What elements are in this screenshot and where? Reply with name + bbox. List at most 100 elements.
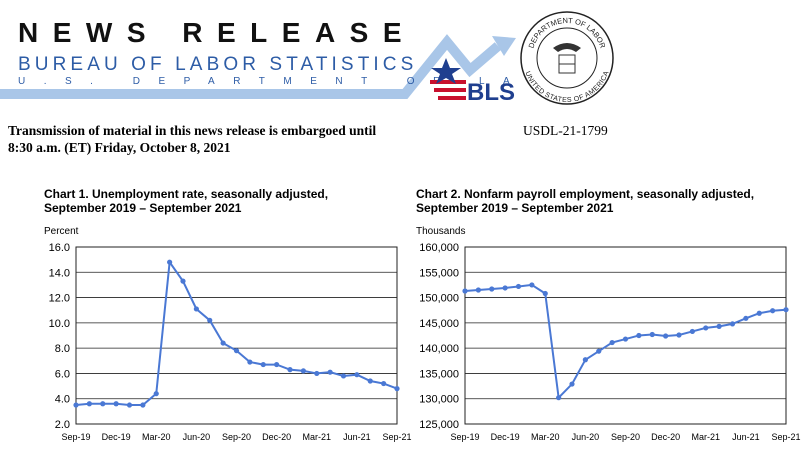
- data-point: [462, 288, 468, 294]
- x-tick-label: Jun-20: [572, 432, 600, 442]
- embargo-line: Transmission of material in this news re…: [8, 123, 376, 138]
- data-line: [75, 259, 398, 407]
- x-tick-label: Mar-21: [691, 432, 720, 442]
- x-tick-label: Jun-21: [343, 432, 371, 442]
- data-point: [233, 348, 240, 354]
- data-point: [582, 357, 588, 363]
- data-point: [367, 378, 373, 384]
- data-point: [113, 401, 119, 407]
- y-tick-label: 2.0: [55, 419, 70, 431]
- data-point: [340, 373, 347, 379]
- data-point: [756, 310, 762, 316]
- data-point: [783, 307, 789, 313]
- y-tick-label: 12.0: [49, 293, 70, 305]
- y-tick-label: 135,000: [419, 368, 459, 380]
- y-tick-label: 14.0: [49, 267, 70, 279]
- x-tick-label: Sep-21: [382, 432, 411, 442]
- bls-logo: BLS: [430, 58, 515, 106]
- y-tick-label: 130,000: [419, 394, 459, 406]
- y-tick-label: 8.0: [55, 343, 70, 355]
- x-tick-label: Dec-20: [262, 432, 291, 442]
- data-point: [100, 401, 106, 407]
- data-point: [207, 317, 213, 323]
- data-point: [729, 321, 736, 327]
- x-tick-label: Sep-19: [61, 432, 90, 442]
- y-tick-label: 16.0: [49, 242, 70, 254]
- x-tick-label: Sep-21: [771, 432, 800, 442]
- chart-title: Chart 2. Nonfarm payroll employment, sea…: [416, 187, 754, 201]
- plot-frame: [75, 246, 398, 425]
- data-point: [622, 336, 629, 342]
- data-point: [529, 282, 535, 288]
- x-tick-label: Dec-19: [102, 432, 131, 442]
- data-point: [689, 328, 695, 335]
- data-point: [153, 391, 159, 397]
- data-point: [703, 325, 709, 331]
- data-point: [489, 286, 495, 292]
- x-tick-label: Dec-19: [491, 432, 520, 442]
- y-tick-label: 140,000: [419, 343, 459, 355]
- chart-title: September 2019 – September 2021: [416, 201, 614, 215]
- data-point: [287, 367, 293, 373]
- data-point: [167, 259, 173, 265]
- y-axis-label: Thousands: [416, 226, 465, 237]
- x-tick-label: Mar-20: [142, 432, 171, 442]
- x-tick-label: Sep-20: [611, 432, 640, 442]
- data-point: [743, 315, 749, 321]
- data-point: [220, 340, 226, 346]
- data-point: [193, 306, 199, 312]
- data-point: [327, 369, 333, 375]
- data-point: [636, 332, 642, 339]
- data-point: [126, 402, 133, 408]
- data-point: [475, 287, 481, 293]
- y-tick-label: 150,000: [419, 293, 459, 305]
- data-point: [73, 402, 79, 408]
- data-point: [300, 368, 306, 374]
- chart-title: September 2019 – September 2021: [44, 201, 242, 215]
- x-tick-label: Mar-20: [531, 432, 560, 442]
- data-point: [542, 290, 548, 297]
- seal: DEPARTMENT OF LABOR UNITED STATES OF AME…: [520, 11, 614, 105]
- x-tick-label: Jun-20: [183, 432, 211, 442]
- y-tick-label: 160,000: [419, 242, 459, 254]
- data-point: [676, 332, 682, 338]
- data-point: [596, 348, 602, 354]
- data-point: [260, 361, 266, 368]
- x-tick-label: Mar-21: [302, 432, 331, 442]
- data-point: [716, 323, 722, 329]
- header-title: NEWS RELEASE: [18, 17, 416, 48]
- chart-title: Chart 1. Unemployment rate, seasonally a…: [44, 187, 328, 201]
- x-tick-label: Dec-20: [651, 432, 680, 442]
- y-tick-label: 125,000: [419, 419, 459, 431]
- arrow-head: [492, 36, 516, 56]
- x-tick-label: Jun-21: [732, 432, 760, 442]
- data-point: [86, 401, 92, 407]
- y-tick-label: 10.0: [49, 318, 70, 330]
- data-point: [569, 381, 575, 387]
- y-tick-label: 6.0: [55, 368, 70, 380]
- x-tick-label: Sep-20: [222, 432, 251, 442]
- y-tick-label: 155,000: [419, 267, 459, 279]
- data-point: [140, 402, 146, 408]
- header-agency: BUREAU OF LABOR STATISTICS: [18, 54, 417, 75]
- y-axis-label: Percent: [44, 226, 79, 237]
- plot-frame: [464, 246, 787, 425]
- y-tick-label: 4.0: [55, 394, 70, 406]
- data-point: [556, 395, 562, 401]
- header-department: U.S. DEPARTMENT OF LABOR: [18, 76, 605, 87]
- data-point: [663, 333, 669, 339]
- data-point: [354, 372, 360, 378]
- data-point: [502, 285, 508, 291]
- data-point: [180, 278, 186, 284]
- data-point: [609, 339, 615, 346]
- data-point: [381, 380, 387, 387]
- data-point: [515, 283, 522, 290]
- y-tick-label: 145,000: [419, 318, 459, 330]
- data-point: [314, 370, 320, 377]
- data-point: [247, 359, 253, 365]
- release-number: USDL-21-1799: [523, 123, 608, 138]
- x-tick-label: Sep-19: [450, 432, 479, 442]
- banner-arrow: [0, 34, 502, 99]
